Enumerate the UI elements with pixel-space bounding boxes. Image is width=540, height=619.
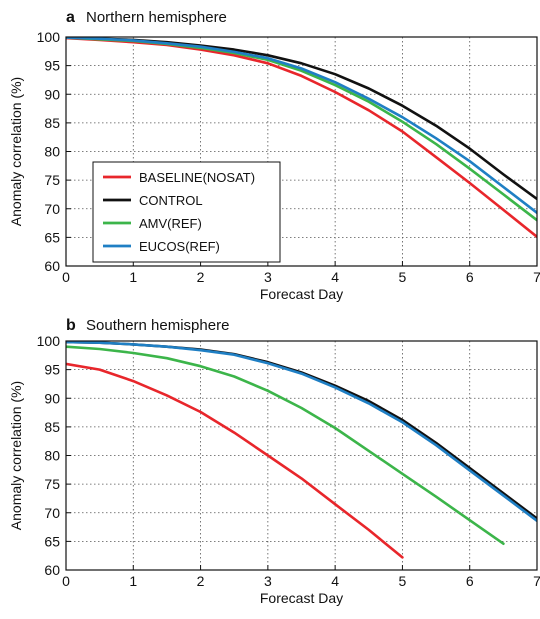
y-tick-label: 65: [44, 229, 60, 245]
y-axis-title: Anomaly correlation (%): [8, 381, 24, 530]
y-tick-label: 90: [44, 86, 60, 102]
y-tick-label: 95: [44, 58, 60, 74]
y-tick-label: 100: [37, 29, 61, 45]
x-tick-label: 7: [533, 269, 540, 285]
x-tick-label: 1: [129, 573, 137, 589]
panel-title: Northern hemisphere: [86, 9, 227, 26]
panel-letter: a: [66, 9, 75, 26]
y-tick-label: 80: [44, 144, 60, 160]
y-tick-label: 95: [44, 362, 60, 378]
y-tick-label: 70: [44, 505, 60, 521]
y-tick-label: 85: [44, 115, 60, 131]
legend-label: CONTROL: [139, 193, 203, 208]
series-line-3: [66, 341, 537, 523]
y-tick-label: 100: [37, 333, 61, 349]
y-axis-title: Anomaly correlation (%): [8, 77, 24, 226]
x-tick-label: 2: [197, 573, 205, 589]
x-tick-label: 7: [533, 573, 540, 589]
y-tick-label: 75: [44, 172, 60, 188]
chart-panel-a: a Northern hemisphere 0 1 2 3 4 5 6 7 60 65 70 75 80 85…: [8, 9, 540, 302]
series-line-1: [66, 341, 537, 520]
x-tick-label: 3: [264, 573, 272, 589]
y-tick-label: 90: [44, 390, 60, 406]
y-tick-label: 60: [44, 562, 60, 578]
y-tick-label: 70: [44, 201, 60, 217]
y-tick-label: 75: [44, 476, 60, 492]
y-tick-label: 85: [44, 419, 60, 435]
x-tick-label: 6: [466, 269, 474, 285]
chart-panel-b: b Southern hemisphere 0 1 2 3 4 5 6 7 60 65 70 75 80 85…: [8, 317, 540, 606]
x-tick-label: 1: [129, 269, 137, 285]
legend-label: BASELINE(NOSAT): [139, 170, 255, 185]
y-tick-label: 65: [44, 533, 60, 549]
panel-letter: b: [66, 317, 76, 334]
x-tick-label: 4: [331, 573, 339, 589]
series-line-3: [66, 37, 537, 215]
x-axis-title: Forecast Day: [260, 590, 343, 606]
x-tick-label: 0: [62, 269, 70, 285]
x-tick-label: 4: [331, 269, 339, 285]
x-axis-title: Forecast Day: [260, 286, 343, 302]
series-line-0: [66, 362, 404, 559]
x-tick-label: 5: [399, 269, 407, 285]
y-tick-label: 80: [44, 448, 60, 464]
x-tick-label: 6: [466, 573, 474, 589]
series-line-2: [66, 345, 505, 546]
legend-label: AMV(REF): [139, 216, 202, 231]
plot-frame: [65, 36, 538, 267]
panel-title: Southern hemisphere: [86, 317, 229, 334]
x-tick-label: 0: [62, 573, 70, 589]
plot-frame: [65, 340, 538, 571]
x-tick-label: 5: [399, 573, 407, 589]
legend-label: EUCOS(REF): [139, 239, 220, 254]
x-tick-label: 3: [264, 269, 272, 285]
x-tick-label: 2: [197, 269, 205, 285]
y-tick-label: 60: [44, 258, 60, 274]
